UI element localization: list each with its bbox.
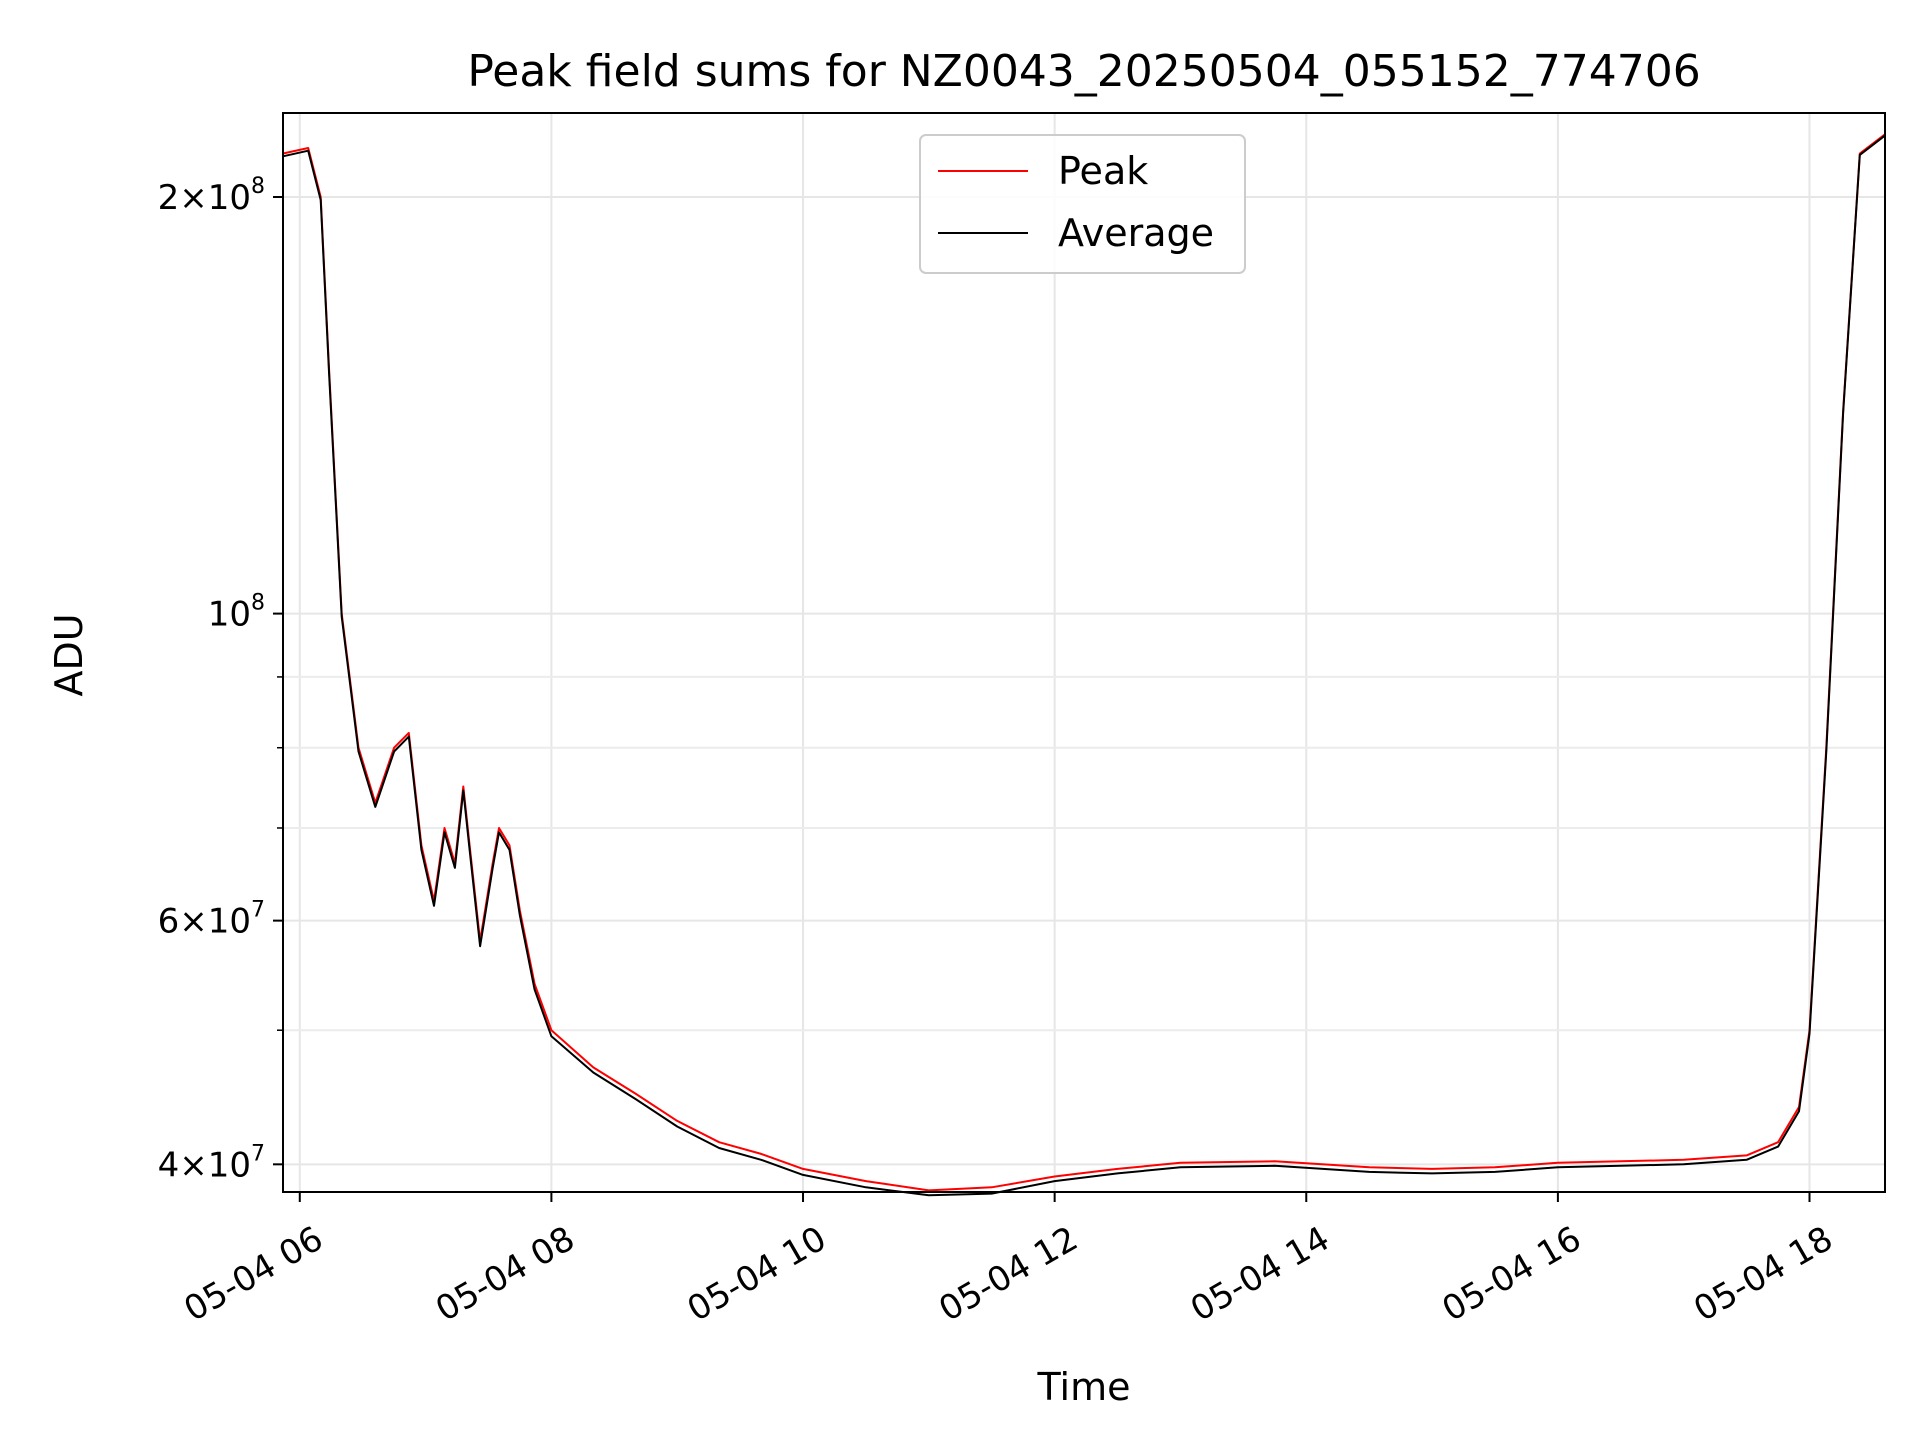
- y-tick-label: 108: [208, 591, 265, 635]
- y-axis: 4×107 6×107 108 2×108: [158, 174, 283, 1185]
- series-line-peak: [282, 133, 1886, 1192]
- series-lines: [282, 133, 1886, 1197]
- x-axis-label: Time: [1037, 1365, 1131, 1409]
- y-tick-label: 4×107: [158, 1141, 265, 1185]
- chart-title: Peak field sums for NZ0043_20250504_0551…: [467, 46, 1700, 97]
- y-tick-label: 2×108: [158, 174, 265, 218]
- y-axis-label: ADU: [47, 613, 91, 696]
- legend: Peak Average: [919, 134, 1246, 274]
- series-line-average: [282, 134, 1886, 1197]
- legend-box: [919, 134, 1246, 274]
- y-tick-label: 6×107: [158, 898, 265, 942]
- plot-frame: [282, 112, 1886, 1193]
- legend-label-average: Average: [1058, 211, 1214, 255]
- legend-label-peak: Peak: [1058, 149, 1148, 193]
